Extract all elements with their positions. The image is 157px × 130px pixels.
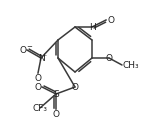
Text: +: + <box>41 53 47 57</box>
Text: O: O <box>19 46 26 54</box>
Text: CF₃: CF₃ <box>32 103 48 112</box>
Text: O: O <box>35 74 41 83</box>
Text: O: O <box>107 15 114 24</box>
Text: O: O <box>71 83 78 92</box>
Text: CH₃: CH₃ <box>122 60 139 70</box>
Text: O: O <box>34 83 41 92</box>
Text: O: O <box>52 110 60 119</box>
Text: O: O <box>106 54 113 63</box>
Text: S: S <box>53 89 59 99</box>
Text: N: N <box>38 54 44 63</box>
Text: H: H <box>89 22 95 31</box>
Text: −: − <box>26 44 32 50</box>
